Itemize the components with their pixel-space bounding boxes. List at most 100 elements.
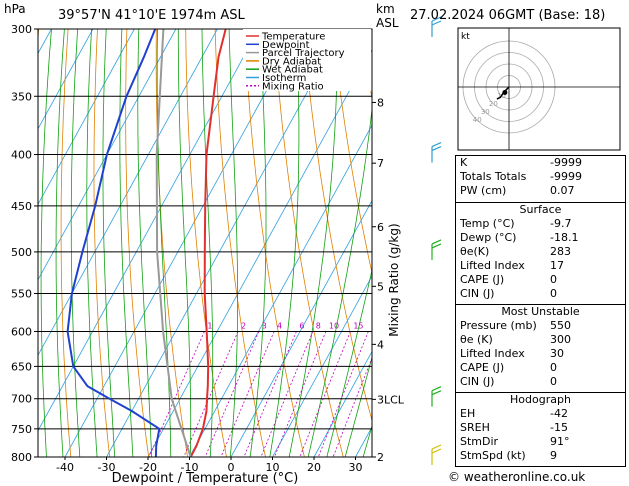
- wet-adiabat-line: [137, 29, 152, 457]
- mu-param-label: Pressure (mb): [460, 319, 537, 332]
- pressure-tick-label: 800: [11, 451, 32, 464]
- surface-param-label: Temp (°C): [460, 217, 515, 230]
- hodograph-title: kt: [461, 32, 470, 42]
- hodograph-param-value: -42: [550, 407, 568, 420]
- surface-param-label: θe(K): [460, 245, 490, 258]
- wind-barb: [431, 444, 442, 465]
- most-unstable-table: Most Unstable Pressure (mb) 550 θe (K) 300 L…: [455, 304, 626, 393]
- hodograph-ring-label: 40: [473, 116, 482, 124]
- surface-param-value: 0: [550, 287, 557, 300]
- hodograph-param-value: -15: [550, 421, 568, 434]
- wet-adiabat-line: [102, 29, 116, 457]
- surface-param-label: Dewp (°C): [460, 231, 517, 244]
- surface-param-row: θe(K) 283: [456, 245, 625, 259]
- surface-param-row: CAPE (J) 0: [456, 273, 625, 287]
- dewpoint-line: [66, 29, 161, 457]
- wet-adiabat-line: [40, 29, 52, 457]
- wind-barb: [431, 141, 442, 163]
- isotherm-line: [38, 29, 94, 130]
- dry-adiabat-line: [155, 29, 188, 457]
- wind-barb-flag: [431, 243, 442, 249]
- temp-tick-label: -20: [139, 461, 157, 474]
- wind-barb-flag: [431, 390, 442, 396]
- legend-label: Isotherm: [262, 73, 306, 84]
- wind-barb-flag: [431, 448, 442, 454]
- isotherm-line: [106, 29, 343, 457]
- hodograph-param-row: StmSpd (kt) 9: [456, 449, 625, 463]
- isotherm-line: [0, 29, 10, 457]
- mu-param-label: Lifted Index: [460, 347, 525, 360]
- temp-tick-label: 0: [228, 461, 235, 474]
- km-axis-label: km: [376, 2, 395, 16]
- hodograph-ring-label: 30: [481, 108, 490, 116]
- surface-table: Surface Temp (°C) -9.7 Dewp (°C) -18.1 θe(K)…: [455, 202, 626, 305]
- hodograph-params-table: Hodograph EH -42 SREH -15 StmDir 91° StmSpd (k…: [455, 392, 626, 467]
- wind-barb: [431, 386, 442, 407]
- datetime-title: 27.02.2024 06GMT (Base: 18): [410, 8, 606, 23]
- legend-label: Dry Adiabat: [262, 56, 321, 67]
- temp-tick-label: -10: [181, 461, 199, 474]
- k-index-value: -9999: [550, 156, 582, 169]
- pressure-tick-label: 550: [11, 287, 32, 300]
- legend-background: [243, 29, 371, 91]
- plot-area: 1 2 3 4 6 8 10 15 20 25: [0, 29, 372, 457]
- mu-param-value: 300: [550, 333, 571, 346]
- hodograph-param-label: EH: [460, 407, 476, 420]
- surface-param-label: CIN (J): [460, 287, 495, 300]
- surface-param-label: CAPE (J): [460, 273, 505, 286]
- pressure-tick-label: 450: [11, 200, 32, 213]
- isotherm-line: [272, 275, 372, 457]
- surface-param-row: Temp (°C) -9.7: [456, 217, 625, 231]
- location-title: 39°57'N 41°10'E 1974m ASL: [58, 8, 245, 23]
- legend-label: Temperature: [261, 32, 325, 43]
- mixing-ratio-label: 2: [241, 321, 246, 330]
- dry-adiabat-line: [332, 29, 372, 275]
- mu-param-label: CIN (J): [460, 375, 495, 388]
- surface-param-label: Lifted Index: [460, 259, 525, 272]
- pw-label: PW (cm): [460, 184, 507, 197]
- wet-adiabat-line: [307, 105, 372, 457]
- km-tick-label: 6: [377, 221, 384, 234]
- wind-barb-flag: [431, 444, 442, 450]
- km-tick-label: 3: [377, 393, 384, 406]
- surface-param-value: -18.1: [550, 231, 579, 244]
- pw-value: 0.07: [550, 184, 575, 197]
- lcl-label: LCL: [384, 393, 405, 406]
- mu-param-row: Lifted Index 30: [456, 347, 625, 361]
- km-tick-label: 2: [377, 451, 384, 464]
- dry-adiabat-line: [93, 29, 111, 457]
- wind-barb-flag: [431, 386, 442, 392]
- temp-tick-label: 30: [349, 461, 363, 474]
- mixing-ratio-line: [243, 331, 297, 457]
- mu-param-value: 0: [550, 361, 557, 374]
- mu-param-label: θe (K): [460, 333, 493, 346]
- wind-barb-flag: [431, 141, 442, 148]
- copyright-text: © weatheronline.co.uk: [448, 470, 586, 484]
- surface-title: Surface: [519, 203, 562, 216]
- asl-axis-label: ASL: [376, 16, 399, 30]
- wind-barb: [431, 239, 442, 260]
- isotherm-line: [313, 350, 372, 457]
- wind-barb: [431, 16, 442, 37]
- hodograph-param-label: StmDir: [460, 435, 499, 448]
- mixing-ratio-line: [260, 331, 314, 457]
- legend-label: Dewpoint: [262, 40, 310, 51]
- wind-barb-flag: [431, 20, 442, 26]
- mu-param-row: CIN (J) 0: [456, 375, 625, 389]
- dry-adiabat-line: [214, 29, 266, 457]
- mu-param-value: 0: [550, 375, 557, 388]
- indices-table: K -9999 Totals Totals -9999 PW (cm) 0.07: [455, 155, 626, 203]
- pressure-tick-label: 500: [11, 246, 32, 259]
- dry-adiabat-line: [303, 29, 372, 423]
- mixing-ratio-label: 8: [316, 321, 321, 330]
- k-index-label: K: [460, 156, 468, 169]
- hodograph-ring-label: 20: [489, 100, 498, 108]
- mu-param-row: CAPE (J) 0: [456, 361, 625, 375]
- legend-label: Mixing Ratio: [262, 81, 324, 92]
- dry-adiabat-line: [273, 29, 344, 457]
- dry-adiabat-line: [185, 29, 227, 457]
- hodograph-param-row: SREH -15: [456, 421, 625, 435]
